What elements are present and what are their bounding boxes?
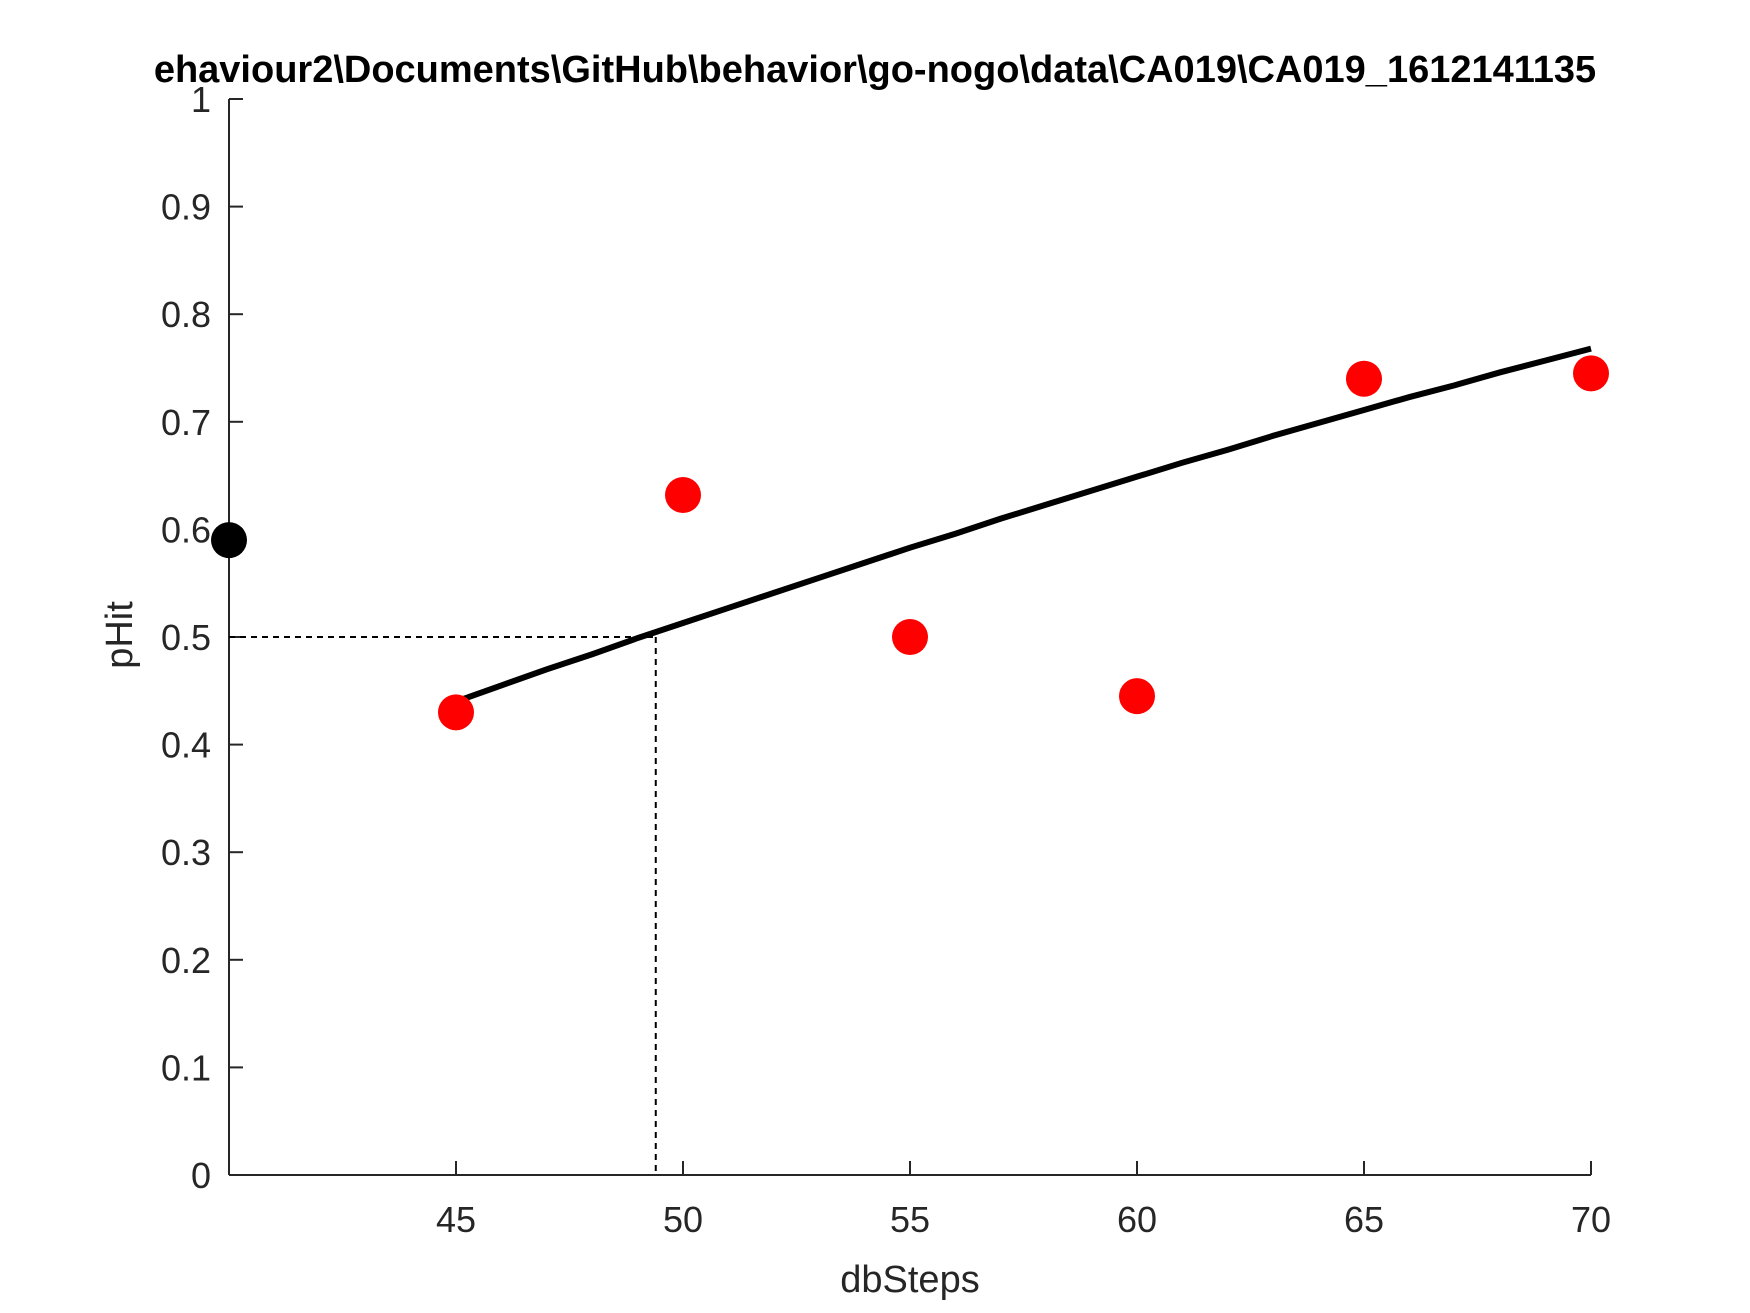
axes-frame: 0 0.1 0.2 0.3 0.4 0.5 0.6 0.7 0.8 0.9 1 45 50 55 60 65 7… [161, 79, 1611, 1240]
fit-line-layer [454, 345, 1592, 705]
y-tick-label: 0 [191, 1155, 211, 1196]
y-tick-label: 0.5 [161, 617, 211, 658]
x-tick-label: 55 [890, 1199, 930, 1240]
fit-line [454, 345, 1592, 705]
data-point [1573, 355, 1609, 392]
data-point [665, 476, 701, 513]
data-point [1119, 678, 1155, 715]
x-tick-label: 65 [1344, 1199, 1384, 1240]
x-axis-label: dbSteps [840, 1259, 979, 1301]
y-tick-label: 0.8 [161, 294, 211, 335]
y-tick-label: 0.2 [161, 940, 211, 981]
threshold-lines [229, 636, 657, 1175]
chart-title: ehaviour2\Documents\GitHub\behavior\go-n… [154, 49, 1596, 91]
x-tick-label: 70 [1571, 1199, 1611, 1240]
y-tick-label: 0.9 [161, 187, 211, 228]
x-tick-label: 45 [436, 1199, 476, 1240]
y-tick-label: 0.1 [161, 1047, 211, 1088]
baseline-point [211, 522, 247, 559]
data-point [892, 619, 928, 655]
y-tick-label: 0.4 [161, 725, 211, 766]
y-axis-label: pHit [99, 601, 141, 669]
y-tick-label: 0.3 [161, 832, 211, 873]
y-tick-label: 0.6 [161, 509, 211, 550]
data-point [1346, 360, 1382, 397]
y-tick-label: 1 [191, 79, 211, 120]
data-point [438, 694, 474, 731]
x-tick-label: 60 [1117, 1199, 1157, 1240]
points-layer [211, 355, 1609, 731]
x-tick-label: 50 [663, 1199, 703, 1240]
y-tick-label: 0.7 [161, 402, 211, 443]
